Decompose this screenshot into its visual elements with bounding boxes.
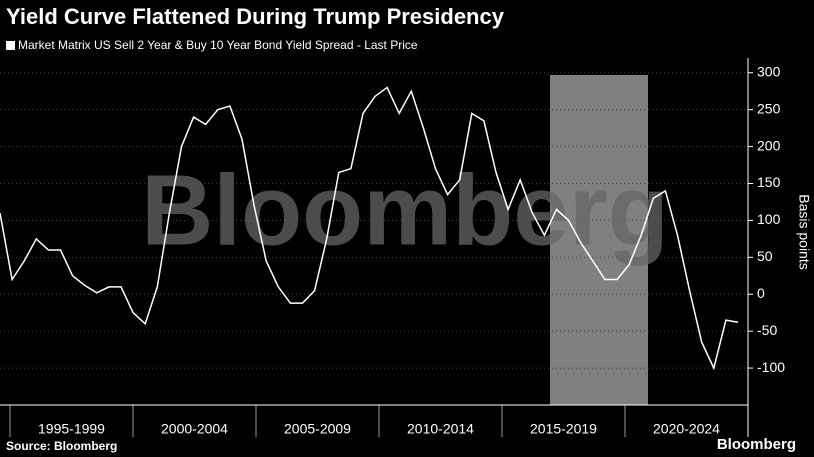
chart-title: Yield Curve Flattened During Trump Presi… xyxy=(6,4,505,29)
y-tick-label: 50 xyxy=(757,248,773,264)
legend-label: Market Matrix US Sell 2 Year & Buy 10 Ye… xyxy=(18,38,418,52)
trump-presidency-shade xyxy=(550,75,648,405)
source: Source: Bloomberg xyxy=(6,439,117,453)
y-tick-label: 300 xyxy=(757,63,781,79)
x-tick-label: 2010-2014 xyxy=(407,421,474,437)
x-tick-label: 2015-2019 xyxy=(530,421,597,437)
series-line xyxy=(0,86,739,371)
y-tick-label: 0 xyxy=(757,285,765,301)
y-axis-label: Basis points xyxy=(796,194,812,269)
y-tick-label: 200 xyxy=(757,137,781,153)
legend-swatch xyxy=(6,41,15,50)
y-tick-label: 100 xyxy=(757,211,781,227)
y-tick-label: -50 xyxy=(757,322,777,338)
y-tick-label: -100 xyxy=(757,359,785,375)
x-tick-label: 1995-1999 xyxy=(38,421,105,437)
logo: Bloomberg xyxy=(717,436,796,453)
x-tick-label: 2020-2024 xyxy=(653,421,720,437)
y-tick-label: 250 xyxy=(757,100,781,116)
y-tick-label: 150 xyxy=(757,174,781,190)
x-tick-label: 2000-2004 xyxy=(161,421,228,437)
watermark: Bloomberg xyxy=(141,154,669,266)
x-tick-label: 2005-2009 xyxy=(284,421,351,437)
